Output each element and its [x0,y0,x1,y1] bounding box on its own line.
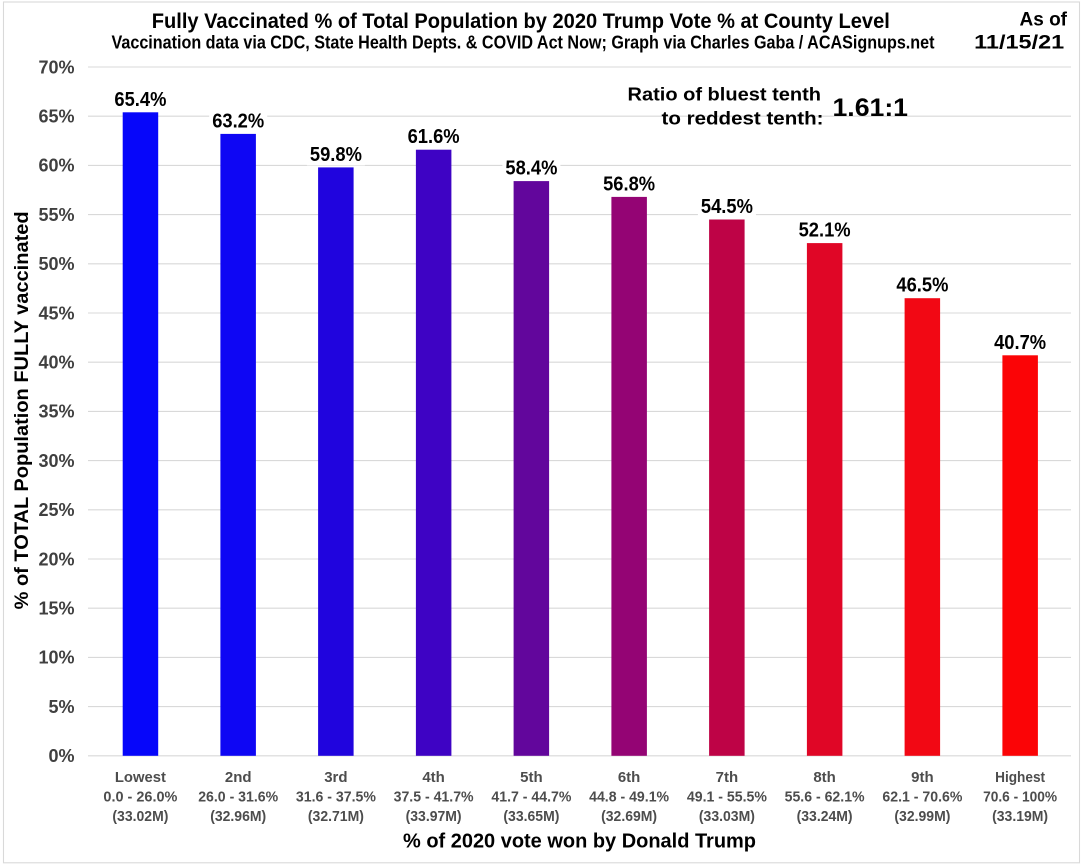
svg-text:55%: 55% [38,205,74,225]
svg-text:(32.71M): (32.71M) [308,808,364,825]
svg-text:% of 2020 vote won by Donald T: % of 2020 vote won by Donald Trump [403,830,756,852]
svg-text:As of: As of [1020,10,1068,31]
svg-text:8th: 8th [813,769,836,786]
svg-text:7th: 7th [716,769,739,786]
svg-text:46.5%: 46.5% [896,275,948,297]
svg-text:(33.19M): (33.19M) [992,808,1048,825]
svg-text:10%: 10% [38,648,74,668]
svg-text:Vaccination data via CDC, Stat: Vaccination data via CDC, State Health D… [112,33,935,53]
svg-text:65.4%: 65.4% [114,89,166,111]
svg-text:5%: 5% [48,697,74,717]
svg-text:25%: 25% [38,500,74,520]
svg-text:to reddest tenth:: to reddest tenth: [662,108,824,128]
svg-text:15%: 15% [38,599,74,619]
svg-text:35%: 35% [38,402,74,422]
svg-text:4th: 4th [422,769,445,786]
svg-text:40.7%: 40.7% [994,332,1046,354]
svg-text:70%: 70% [38,57,74,77]
svg-text:(32.96M): (32.96M) [210,808,266,825]
svg-text:(33.02M): (33.02M) [112,808,168,825]
svg-text:0%: 0% [48,746,74,766]
svg-text:31.6 - 37.5%: 31.6 - 37.5% [296,789,376,806]
svg-text:26.0 - 31.6%: 26.0 - 31.6% [198,789,278,806]
svg-text:20%: 20% [38,549,74,569]
svg-text:61.6%: 61.6% [408,126,460,148]
svg-text:(32.99M): (32.99M) [894,808,950,825]
svg-text:0.0 - 26.0%: 0.0 - 26.0% [103,789,177,806]
svg-text:(33.65M): (33.65M) [503,808,559,825]
svg-text:70.6 - 100%: 70.6 - 100% [983,789,1057,806]
svg-text:30%: 30% [38,451,74,471]
svg-text:(33.97M): (33.97M) [406,808,462,825]
svg-text:Fully Vaccinated % of Total Po: Fully Vaccinated % of Total Population b… [152,10,890,33]
svg-text:3rd: 3rd [324,769,347,786]
svg-text:63.2%: 63.2% [212,110,264,132]
svg-text:2nd: 2nd [225,769,252,786]
svg-text:41.7 - 44.7%: 41.7 - 44.7% [491,789,571,806]
svg-text:65%: 65% [38,107,74,127]
svg-text:49.1 - 55.5%: 49.1 - 55.5% [687,789,767,806]
svg-text:56.8%: 56.8% [603,173,655,195]
svg-text:60%: 60% [38,156,74,176]
svg-text:50%: 50% [38,254,74,274]
svg-text:59.8%: 59.8% [310,144,362,166]
svg-text:40%: 40% [38,353,74,373]
svg-text:9th: 9th [911,769,934,786]
svg-text:(32.69M): (32.69M) [601,808,657,825]
svg-text:55.6 - 62.1%: 55.6 - 62.1% [785,789,865,806]
svg-text:44.8 - 49.1%: 44.8 - 49.1% [589,789,669,806]
svg-text:Ratio of bluest tenth: Ratio of bluest tenth [628,84,822,104]
svg-text:58.4%: 58.4% [505,158,557,180]
svg-text:5th: 5th [520,769,543,786]
svg-text:% of TOTAL Population FULLY va: % of TOTAL Population FULLY vaccinated [12,211,33,609]
svg-text:52.1%: 52.1% [799,220,851,242]
svg-text:62.1 - 70.6%: 62.1 - 70.6% [882,789,962,806]
svg-text:(33.03M): (33.03M) [699,808,755,825]
svg-text:54.5%: 54.5% [701,196,753,218]
svg-text:37.5 - 41.7%: 37.5 - 41.7% [394,789,474,806]
svg-text:Highest: Highest [995,769,1045,786]
svg-text:Lowest: Lowest [115,769,166,786]
svg-text:45%: 45% [38,303,74,323]
svg-text:11/15/21: 11/15/21 [974,33,1065,54]
svg-text:6th: 6th [618,769,641,786]
svg-text:(33.24M): (33.24M) [797,808,853,825]
svg-text:1.61:1: 1.61:1 [833,94,909,122]
